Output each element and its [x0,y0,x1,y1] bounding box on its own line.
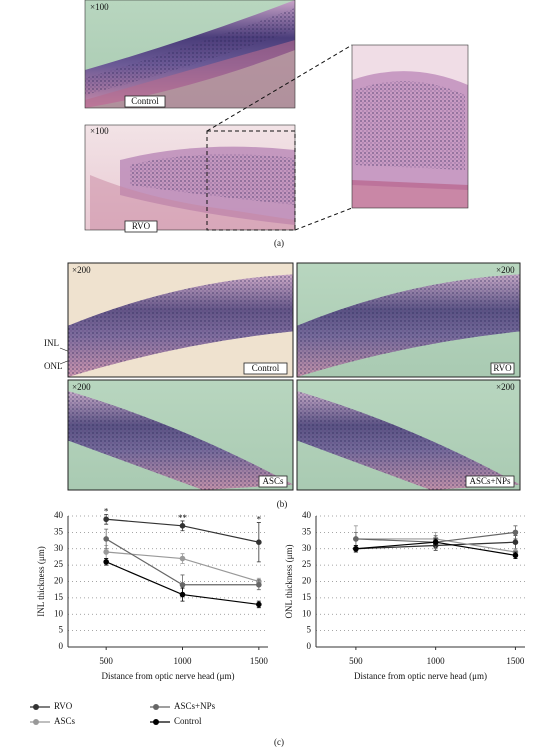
image-label: RVO [132,221,151,231]
label-box [490,362,515,375]
marker [432,539,439,545]
panel-b: INL ONL (b) ×200Control×200RVO×200ASCs×2… [44,262,521,509]
x-tick-label: 1000 [174,656,193,666]
y-tick-label: 10 [302,608,312,618]
image-label: ASCs+NPs [469,476,511,486]
micrograph-control: ×100 Control [84,0,296,109]
marker [512,539,519,545]
nuclei [68,391,293,490]
frame [296,262,521,378]
y-tick-label: 0 [307,641,312,651]
micrograph-zoom [351,44,469,209]
caption: (b) [277,499,288,509]
panel-a: ×100 Control ×100 RVO (a) [84,0,469,248]
y-tick-label: 25 [302,559,312,569]
image-label: RVO [493,363,512,373]
marker [256,539,262,545]
magnification: ×200 [72,265,91,275]
y-tick-label: 15 [302,592,312,602]
marker [179,591,186,598]
legend-marker [33,704,39,710]
nuclei [68,274,293,377]
marker [179,581,186,588]
image-label: Control [131,96,159,106]
marker [179,555,186,562]
magnification: ×200 [72,382,91,392]
y-tick-label: 40 [54,510,64,520]
caption: (a) [274,238,284,248]
nuclei [297,391,520,490]
x-tick-label: 1000 [427,656,446,666]
x-axis-label: Distance from optic nerve head (μm) [101,671,234,681]
legend-label: RVO [54,701,73,711]
y-tick-label: 35 [54,526,64,536]
legend-marker [33,719,39,725]
y-tick-label: 0 [59,641,64,651]
y-tick-label: 5 [307,625,312,635]
marker [179,523,186,529]
label-box [243,362,288,375]
nuclei [297,274,520,377]
x-axis-label: Distance from optic nerve head (μm) [354,671,487,681]
marker [353,536,359,542]
y-tick-label: 20 [302,576,312,586]
x-tick-label: 1500 [250,656,269,666]
frame [296,379,521,491]
y-tick-label: 40 [302,510,312,520]
y-axis-label: ONL thickness (μm) [284,545,294,619]
x-tick-label: 1500 [506,656,525,666]
layer-label: INL [44,338,59,348]
zoom-line [294,207,353,231]
y-tick-label: 35 [302,526,312,536]
legend-label: ASCs+NPs [174,701,216,711]
label-box [465,475,515,488]
significance: ** [178,513,188,523]
image-label: Control [252,363,280,373]
micrograph: ×200 ASCs [67,379,294,491]
y-tick-label: 25 [54,559,64,569]
micrograph: ×200 Control [67,262,294,378]
y-tick-label: 5 [59,625,64,635]
micrograph: ×200 RVO [296,262,521,378]
x-tick-label: 500 [99,656,113,666]
y-tick-label: 15 [54,592,64,602]
marker [103,516,109,523]
magnification: ×200 [496,382,515,392]
caption: (c) [274,737,284,747]
image-label: ASCs [262,476,284,486]
y-tick-label: 30 [302,543,312,553]
zoom-line [206,44,353,132]
layer-label: ONL [44,361,63,371]
marker [512,552,519,559]
x-tick-label: 500 [349,656,363,666]
y-axis-label: INL thickness (μm) [36,546,46,616]
magnification: ×200 [496,265,515,275]
frame [67,379,294,491]
y-tick-label: 20 [54,576,64,586]
marker [256,601,262,608]
marker [103,536,109,542]
frame [67,262,294,378]
marker [103,559,109,565]
marker [256,581,262,588]
micrograph: ×200 ASCs+NPs [296,379,521,491]
y-tick-label: 30 [54,543,64,553]
magnification: ×100 [90,2,109,12]
magnification: ×100 [90,126,109,136]
marker [353,545,359,552]
panel-c: 0 5 10 15 20 25 30 35 40 500 1000 1500 Distance from… [30,506,525,726]
legend-marker [153,719,159,725]
label-box [258,475,288,488]
significance: * [104,506,109,516]
marker [512,529,519,536]
legend-label: ASCs [54,716,76,726]
legend-marker [153,704,159,710]
legend-label: Control [174,716,202,726]
micrograph-rvo: ×100 RVO [84,124,296,233]
marker [103,549,109,555]
significance: * [257,515,262,525]
y-tick-label: 10 [54,608,64,618]
